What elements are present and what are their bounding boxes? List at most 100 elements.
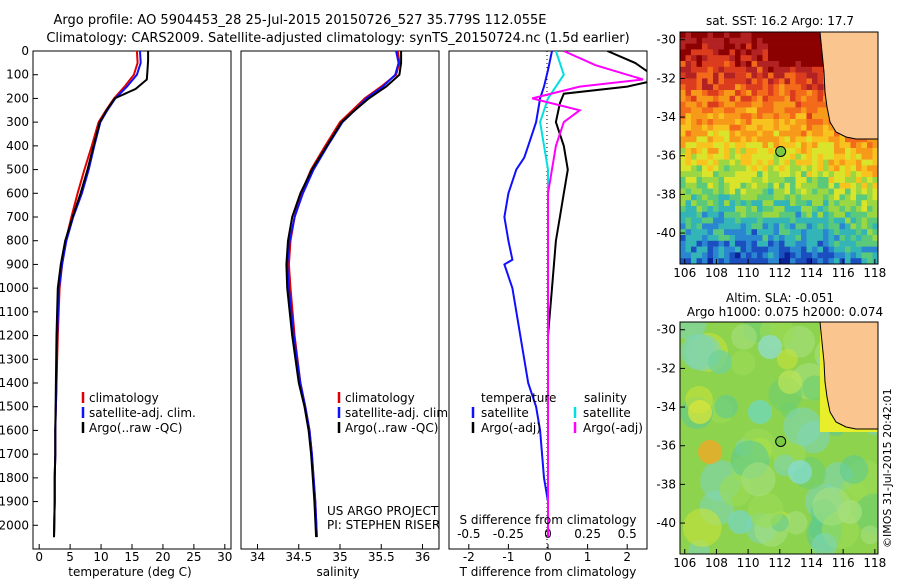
sst-cell	[724, 188, 730, 195]
y-tick-label: 300	[6, 115, 29, 129]
sst-cell	[762, 95, 769, 102]
sst-cell	[867, 217, 873, 224]
sst-cell	[691, 177, 697, 184]
sst-cell	[707, 61, 714, 68]
sst-cell	[762, 148, 769, 155]
sst-cell	[790, 113, 796, 120]
sst-cell	[740, 229, 747, 236]
y-tick-label: 500	[6, 163, 29, 177]
sst-cell	[812, 200, 818, 207]
sla-blob	[683, 508, 722, 547]
sst-cell	[713, 37, 719, 44]
sst-cell	[823, 200, 829, 207]
sst-cell	[718, 130, 725, 137]
sst-cell	[724, 95, 730, 102]
sst-cell	[806, 240, 813, 247]
sst-cell	[839, 223, 846, 230]
sst-cell	[746, 177, 752, 184]
sst-cell	[707, 66, 714, 73]
sst-cell	[718, 66, 725, 73]
sst-cell	[817, 43, 824, 50]
sst-cell	[768, 142, 774, 149]
sst-cell	[867, 165, 873, 172]
sst-cell	[713, 119, 719, 126]
sst-cell	[790, 101, 796, 108]
sst-cell	[724, 148, 730, 155]
sst-cell	[702, 252, 708, 259]
sst-cell	[740, 130, 747, 137]
sst-cell	[773, 171, 780, 178]
sst-cell	[718, 72, 725, 79]
sst-cell	[757, 177, 763, 184]
sst-cell	[834, 217, 840, 224]
sst-cell	[806, 148, 813, 155]
sst-cell	[746, 130, 752, 137]
sst-cell	[762, 165, 769, 172]
sla-blob	[741, 462, 776, 497]
sst-cell	[795, 165, 802, 172]
sst-cell	[801, 130, 807, 137]
sst-cell	[735, 217, 741, 224]
sst-cell	[828, 165, 835, 172]
sst-cell	[680, 171, 686, 178]
sst-cell	[850, 206, 857, 213]
sst-cell	[707, 171, 714, 178]
sst-cell	[806, 142, 813, 149]
sst-cell	[751, 107, 758, 114]
sst-cell	[691, 130, 697, 137]
sst-cell	[746, 101, 752, 108]
sst-cell	[713, 246, 719, 253]
sst-cell	[680, 55, 686, 62]
sst-cell	[702, 229, 708, 236]
sst-cell	[740, 119, 747, 126]
sst-cell	[779, 235, 785, 242]
sst-cell	[757, 171, 763, 178]
sst-cell	[795, 49, 802, 56]
sst-cell	[713, 229, 719, 236]
sst-cell	[696, 95, 703, 102]
sst-cell	[685, 95, 692, 102]
sst-cell	[867, 229, 873, 236]
sst-cell	[828, 206, 835, 213]
sst-cell	[746, 32, 752, 39]
sst-cell	[834, 235, 840, 242]
sst-cell	[795, 177, 802, 184]
sst-cell	[718, 119, 725, 126]
sst-cell	[729, 66, 736, 73]
sst-cell	[751, 188, 758, 195]
sst-cell	[685, 229, 692, 236]
sst-cell	[718, 49, 725, 56]
sst-cell	[746, 136, 752, 143]
sst-cell	[812, 206, 818, 213]
sst-cell	[757, 142, 763, 149]
sst-cell	[713, 78, 719, 85]
sst-cell	[801, 177, 807, 184]
sst-cell	[779, 223, 785, 230]
sst-cell	[718, 95, 725, 102]
y-tick-label: 900	[6, 257, 29, 271]
x-tick-label: 25	[186, 550, 201, 564]
sst-cell	[691, 240, 697, 247]
x-tick-label: 20	[155, 550, 170, 564]
sst-cell	[806, 78, 813, 85]
sst-cell	[773, 55, 780, 62]
sst-cell	[850, 252, 857, 259]
sst-cell	[795, 101, 802, 108]
sst-cell	[757, 37, 763, 44]
sst-cell	[773, 194, 780, 201]
lon-tick-label: 108	[705, 266, 728, 280]
sst-cell	[757, 72, 763, 79]
sst-cell	[691, 124, 697, 131]
sst-cell	[795, 95, 802, 102]
sst-cell	[773, 211, 780, 218]
sla-blob	[854, 493, 878, 534]
sst-cell	[724, 84, 730, 91]
x-tick-label: 5	[66, 550, 74, 564]
sst-cell	[735, 55, 741, 62]
sst-cell	[746, 211, 752, 218]
sst-cell	[839, 252, 846, 259]
sst-cell	[718, 252, 725, 259]
lon-tick-label: 112	[768, 556, 791, 570]
sst-cell	[779, 171, 785, 178]
sst-cell	[680, 37, 686, 44]
